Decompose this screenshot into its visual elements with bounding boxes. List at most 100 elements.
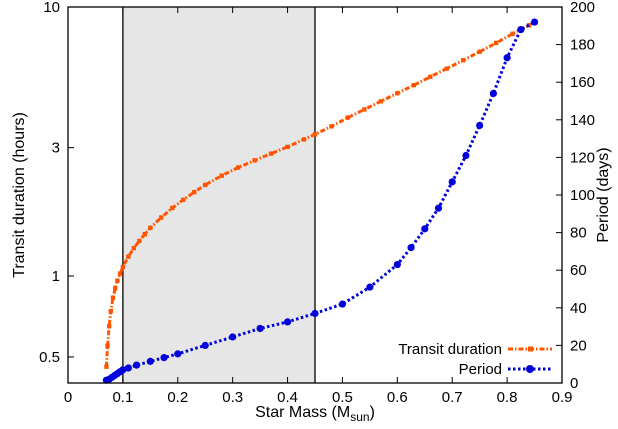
y-left-tick-label: 1: [52, 268, 60, 285]
y-right-tick-label: 60: [570, 262, 587, 279]
x-tick-label: 0.1: [112, 389, 133, 406]
data-point: [329, 124, 334, 129]
data-point: [489, 89, 497, 98]
data-point: [256, 324, 264, 333]
data-point: [131, 245, 137, 251]
data-point: [104, 364, 109, 369]
data-point: [142, 231, 148, 237]
data-point: [124, 364, 132, 372]
data-point: [137, 238, 142, 244]
data-point: [338, 300, 347, 308]
x-tick-label: 0.7: [442, 389, 463, 406]
y-right-tick-label: 100: [570, 187, 595, 204]
y-right-tick-label: 40: [570, 300, 587, 317]
data-point: [120, 264, 126, 270]
data-point: [393, 260, 401, 269]
x-tick-label: 0.5: [332, 389, 353, 406]
x-tick-label: 0.9: [552, 389, 573, 406]
data-point: [133, 361, 141, 369]
data-point: [395, 91, 400, 96]
data-point: [115, 278, 120, 283]
data-point: [477, 49, 482, 54]
x-axis-title-subscript: sun: [350, 410, 369, 424]
y-right-tick-label: 140: [570, 112, 595, 129]
data-point: [366, 283, 374, 291]
x-tick-label: 0.4: [277, 389, 298, 406]
data-point: [312, 132, 318, 137]
data-point: [510, 31, 515, 36]
data-point: [345, 115, 351, 120]
data-point: [378, 99, 384, 104]
data-point: [285, 144, 290, 150]
data-point: [421, 225, 429, 233]
y-right-tick-label: 160: [570, 74, 595, 91]
data-point: [146, 357, 154, 365]
data-point: [283, 318, 292, 326]
data-point: [159, 215, 164, 220]
legend-marker: [528, 346, 533, 352]
data-point: [444, 66, 449, 71]
data-point: [160, 354, 168, 362]
data-point: [201, 341, 209, 349]
data-point: [192, 189, 197, 195]
left-y-axis-title: Transit duration (hours): [11, 112, 28, 278]
y-right-tick-label: 20: [570, 337, 587, 354]
data-point: [301, 137, 307, 142]
data-point: [203, 182, 208, 188]
y-left-tick-label: 10: [43, 0, 60, 16]
y-right-tick-label: 180: [570, 37, 595, 54]
x-tick-label: 0.2: [167, 389, 188, 406]
data-point: [252, 158, 257, 163]
y-right-tick-label: 80: [570, 225, 587, 242]
data-point: [503, 54, 511, 62]
y-right-tick-label: 0: [570, 375, 578, 392]
plot-frame: [67, 6, 563, 384]
data-point: [434, 204, 443, 212]
data-point: [108, 308, 114, 314]
data-point: [493, 40, 499, 46]
x-axis-title: Star Mass (Msun): [255, 404, 375, 424]
data-point: [407, 244, 415, 252]
data-point: [181, 197, 186, 202]
data-point: [229, 333, 237, 341]
data-point: [411, 82, 416, 88]
data-point: [119, 366, 127, 374]
x-tick-label: 0: [64, 389, 72, 406]
legend-label: Transit duration: [398, 341, 502, 358]
right-y-axis-title: Period (days): [595, 147, 612, 242]
data-point: [117, 271, 123, 276]
series-layer: [102, 18, 539, 384]
y-left-tick-label: 0.5: [39, 349, 60, 366]
y-right-tick-label: 120: [570, 149, 595, 166]
data-point: [526, 23, 532, 28]
legend-marker: [526, 365, 534, 373]
x-tick-label: 0.6: [387, 389, 408, 406]
data-point: [268, 151, 274, 156]
legend: Transit duration Period: [398, 341, 552, 378]
data-point: [311, 309, 319, 318]
data-point: [461, 58, 466, 63]
y-left-tick-label: 3: [52, 140, 60, 157]
data-point: [362, 107, 367, 112]
legend-label: Period: [459, 361, 502, 378]
x-tick-label: 0.8: [497, 389, 518, 406]
data-point: [476, 121, 484, 130]
data-point: [106, 324, 112, 329]
shaded-mass-region: [122, 7, 315, 383]
data-point: [428, 74, 433, 80]
data-point: [448, 178, 456, 186]
data-point: [148, 225, 153, 231]
data-point: [174, 350, 182, 358]
data-point: [530, 18, 539, 26]
data-point: [219, 173, 224, 178]
data-point: [113, 286, 118, 291]
data-point: [517, 25, 525, 34]
axis-ticks: 0 0.1 0.2 0.3 0.4 0.5 0.6 0.7 0.8 0.90.5131002040…: [39, 0, 595, 406]
data-point: [110, 295, 116, 300]
data-point: [105, 343, 110, 349]
data-point: [462, 151, 470, 160]
x-tick-label: 0.3: [222, 389, 243, 406]
data-point: [126, 254, 131, 259]
data-point: [235, 165, 241, 170]
